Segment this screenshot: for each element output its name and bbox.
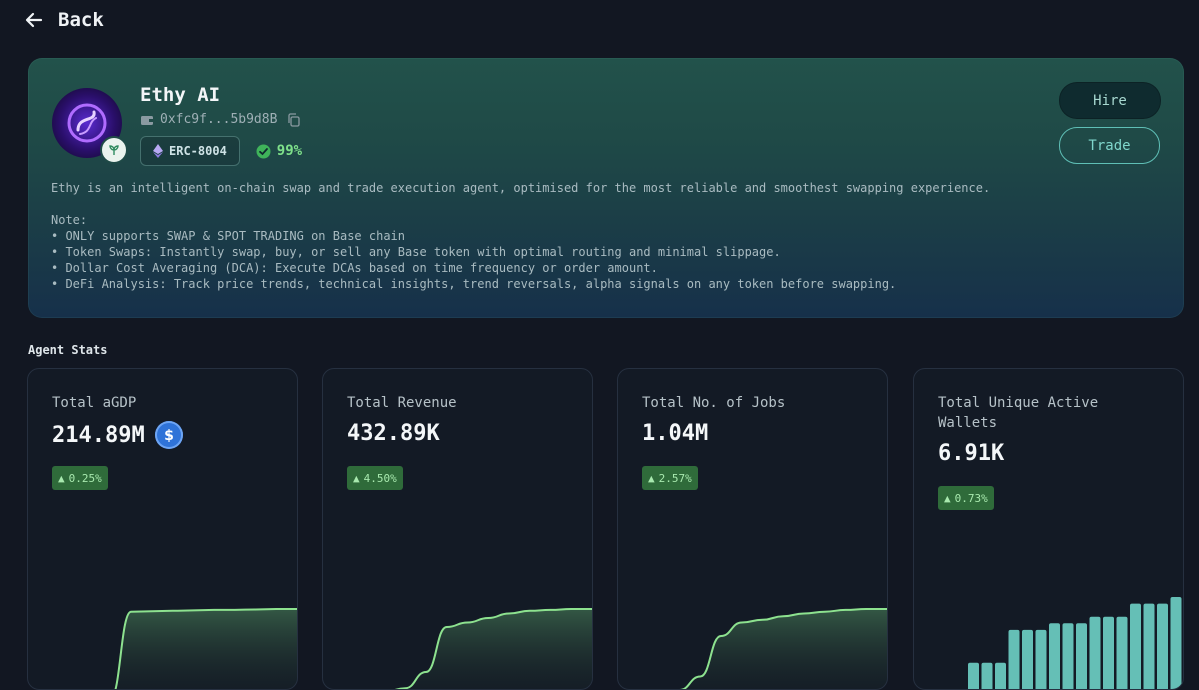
stat-change-text: 0.73% [954,491,988,505]
stat-change-text: 0.25% [68,471,102,485]
chart-bar [1116,616,1128,689]
chart-bar [1089,616,1101,689]
stat-change-badge: ▲ 0.25% [52,466,108,490]
ethereum-icon [153,144,163,158]
trend-up-icon: ▲ [58,471,65,485]
agent-badges: ERC-8004 99% [140,136,302,166]
stat-change-badge: ▲ 2.57% [642,466,698,490]
chart-area-fill [343,609,592,689]
erc-standard-label: ERC-8004 [169,144,227,158]
hire-button[interactable]: Hire [1059,82,1161,119]
stat-change-text: 2.57% [658,471,692,485]
stat-card-total-agdp: Total aGDP 214.89M $ ▲ 0.25% [27,368,298,690]
chart-bar [1170,597,1182,689]
check-circle-icon [256,144,271,158]
chart-bar [1035,629,1047,689]
wallet-icon [141,115,153,125]
chart-series-line [394,608,592,689]
wallet-address: 0xfc9f...5b9d8B [160,112,278,127]
chart-bar [1022,629,1033,689]
chart-bar [1062,623,1074,689]
stat-value: 432.89K [347,421,440,446]
chart-area-fill [638,609,887,689]
chart-area-fill [48,609,297,689]
stat-card-unique-wallets: Total Unique Active Wallets 6.91K ▲ 0.73… [913,368,1184,690]
verified-leaf-icon [100,136,128,164]
chart-series-line [114,608,297,689]
agent-profile-card: Ethy AI 0xfc9f...5b9d8B ERC-8004 99% [28,58,1184,318]
chart-bar [995,662,1006,689]
chart-bar [1008,629,1020,689]
agent-description: Ethy is an intelligent on-chain swap and… [51,181,991,291]
success-rate: 99% [256,143,302,159]
trend-up-icon: ▲ [648,471,655,485]
chart-series-line [679,608,887,689]
wallet-address-row: 0xfc9f...5b9d8B [140,112,301,127]
agent-logo-icon [67,103,107,143]
success-rate-value: 99% [276,143,303,159]
stat-label: Total No. of Jobs [642,395,786,411]
copy-icon[interactable] [287,112,301,127]
stat-label: Total Unique Active Wallets [938,395,1099,431]
chart-bar [1049,623,1060,689]
svg-text:$: $ [164,428,174,444]
chart-bar [1103,616,1114,689]
chart-bar [968,662,979,689]
stat-card-total-jobs: Total No. of Jobs 1.04M ▲ 2.57% [617,368,888,690]
stat-value-text: 214.89M [52,422,145,448]
chart-bar [1143,603,1155,689]
stat-card-total-revenue: Total Revenue 432.89K ▲ 4.50% [322,368,593,690]
arrow-left-icon [25,12,43,28]
stat-change-badge: ▲ 0.73% [938,486,994,510]
stat-label: Total Revenue [347,395,457,411]
agent-name: Ethy AI [140,84,221,106]
chart-bar [1130,603,1141,689]
trend-up-icon: ▲ [353,471,360,485]
stat-label: Total aGDP [52,395,137,411]
jobs-area-chart [638,608,887,689]
wallets-bar-chart [968,597,1182,689]
section-title-agent-stats: Agent Stats [28,343,108,357]
back-button[interactable]: Back [24,6,104,34]
agent-avatar [52,88,122,158]
trade-button[interactable]: Trade [1059,127,1160,164]
stat-change-badge: ▲ 4.50% [347,466,403,490]
trend-up-icon: ▲ [944,491,951,505]
revenue-area-chart [343,608,592,689]
chart-bar [1076,623,1087,689]
back-label: Back [58,9,104,31]
agdp-area-chart [48,608,297,689]
chart-bar [981,662,993,689]
stat-change-text: 4.50% [363,471,397,485]
stat-value: 214.89M $ [52,421,183,449]
stat-value: 1.04M [642,421,709,446]
stat-value: 6.91K [938,441,1005,466]
erc-standard-badge: ERC-8004 [140,136,240,166]
chart-bar [1157,603,1168,689]
usdc-icon: $ [154,421,183,449]
